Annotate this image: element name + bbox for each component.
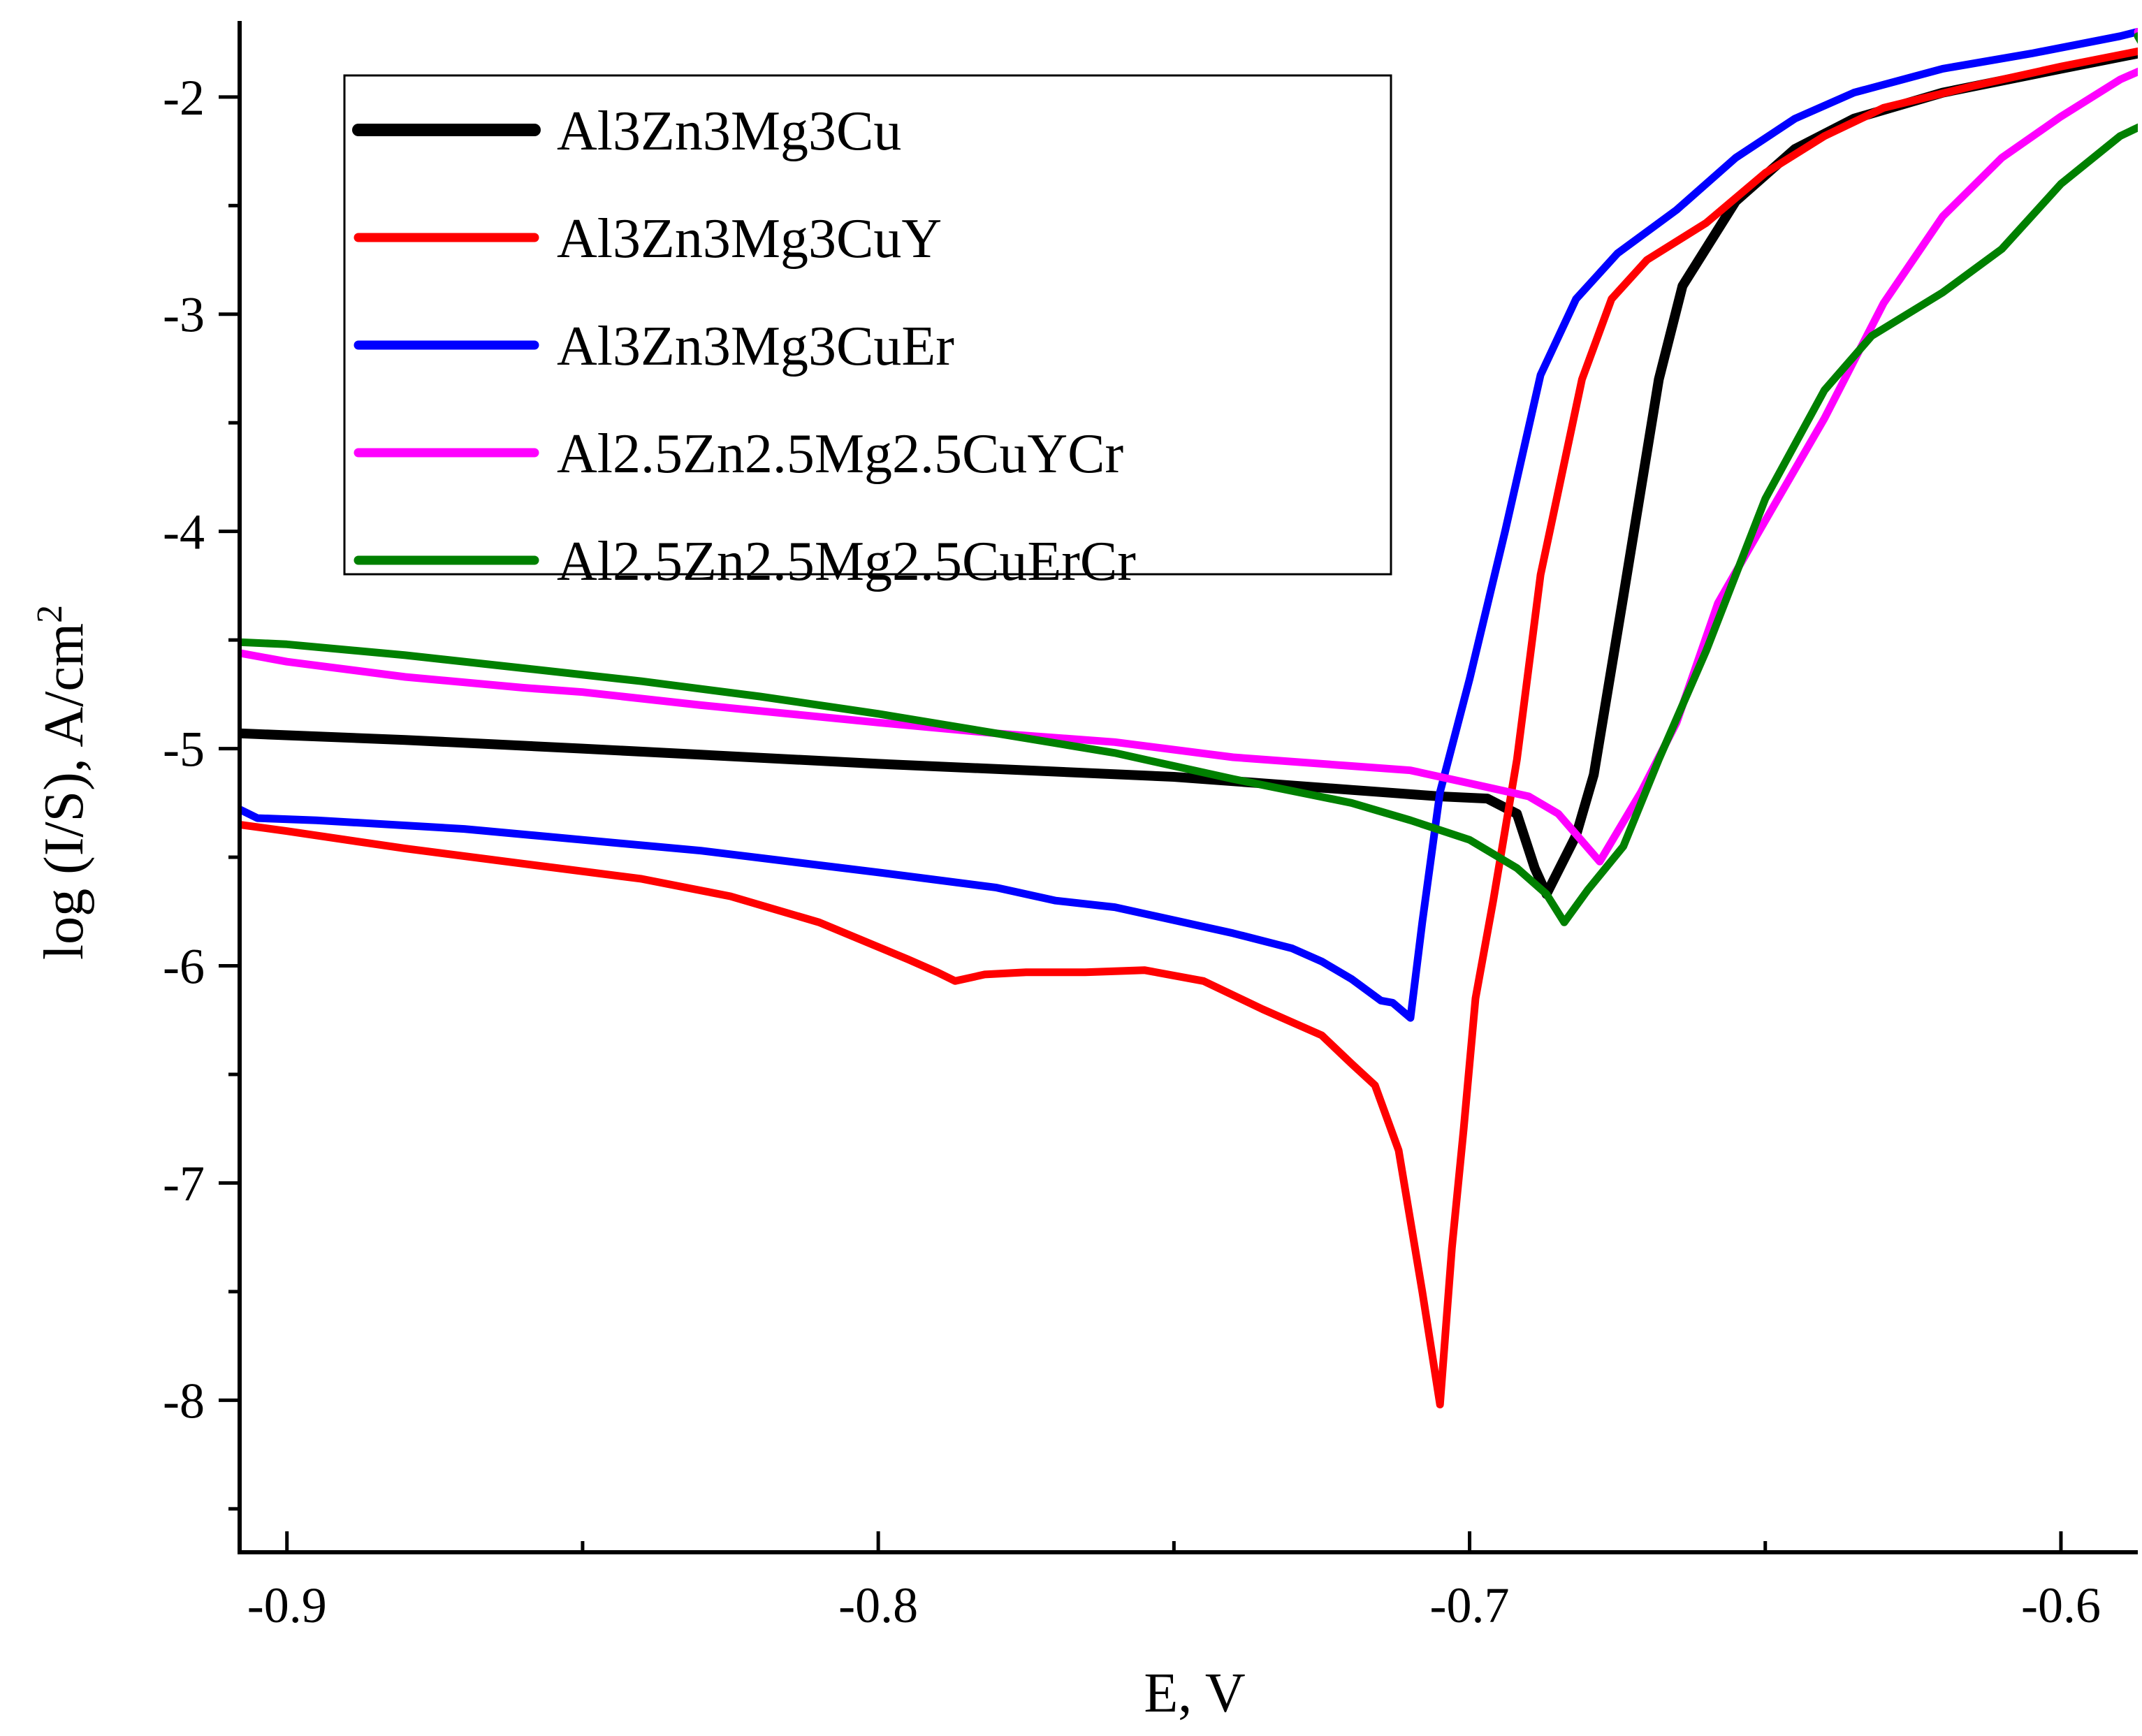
x-ticks: -0.9 -0.8 -0.7 -0.6: [247, 1531, 2101, 1633]
y-tick-label: -3: [163, 287, 205, 343]
y-axis-title-superscript: 2: [30, 605, 70, 623]
legend-box: [343, 74, 1392, 576]
y-tick-label: -4: [163, 504, 205, 560]
legend: Al3Zn3Mg3Cu Al3Zn3Mg3CuY Al3Zn3Mg3CuEr Al2.…: [343, 74, 1392, 592]
y-tick-label: -7: [163, 1155, 205, 1211]
legend-label-1: Al3Zn3Mg3Cu: [557, 101, 901, 162]
y-axis-title-main: log (I/S), A/cm: [34, 623, 95, 960]
series-line-4: [240, 28, 2138, 866]
y-tick-label: -6: [163, 939, 205, 995]
x-tick-label: -0.8: [838, 1577, 918, 1633]
x-tick-label: -0.9: [247, 1577, 327, 1633]
y-tick-label: -8: [163, 1373, 205, 1429]
legend-label-5: Al2.5Zn2.5Mg2.5CuErCr: [557, 531, 1136, 592]
series-line-5: [240, 32, 2138, 926]
legend-label-3: Al3Zn3Mg3CuEr: [557, 316, 954, 377]
y-ticks: -8 -7 -6 -5 -4 -3 -2: [163, 70, 240, 1511]
series-line-3: [240, 28, 2138, 1022]
legend-label-2: Al3Zn3Mg3CuY: [557, 208, 942, 270]
y-axis-title: log (I/S), A/cm2: [30, 605, 95, 960]
legend-label-4: Al2.5Zn2.5Mg2.5CuYCr: [557, 423, 1123, 485]
x-tick-label: -0.7: [1430, 1577, 1510, 1633]
y-tick-label: -2: [163, 70, 205, 126]
x-tick-label: -0.6: [2021, 1577, 2101, 1633]
y-tick-label: -5: [163, 722, 205, 778]
series-group: [240, 28, 2138, 1409]
x-axis-title: E, V: [1144, 1663, 1245, 1724]
series-line-2: [240, 48, 2138, 1409]
axes: [238, 21, 2138, 1554]
